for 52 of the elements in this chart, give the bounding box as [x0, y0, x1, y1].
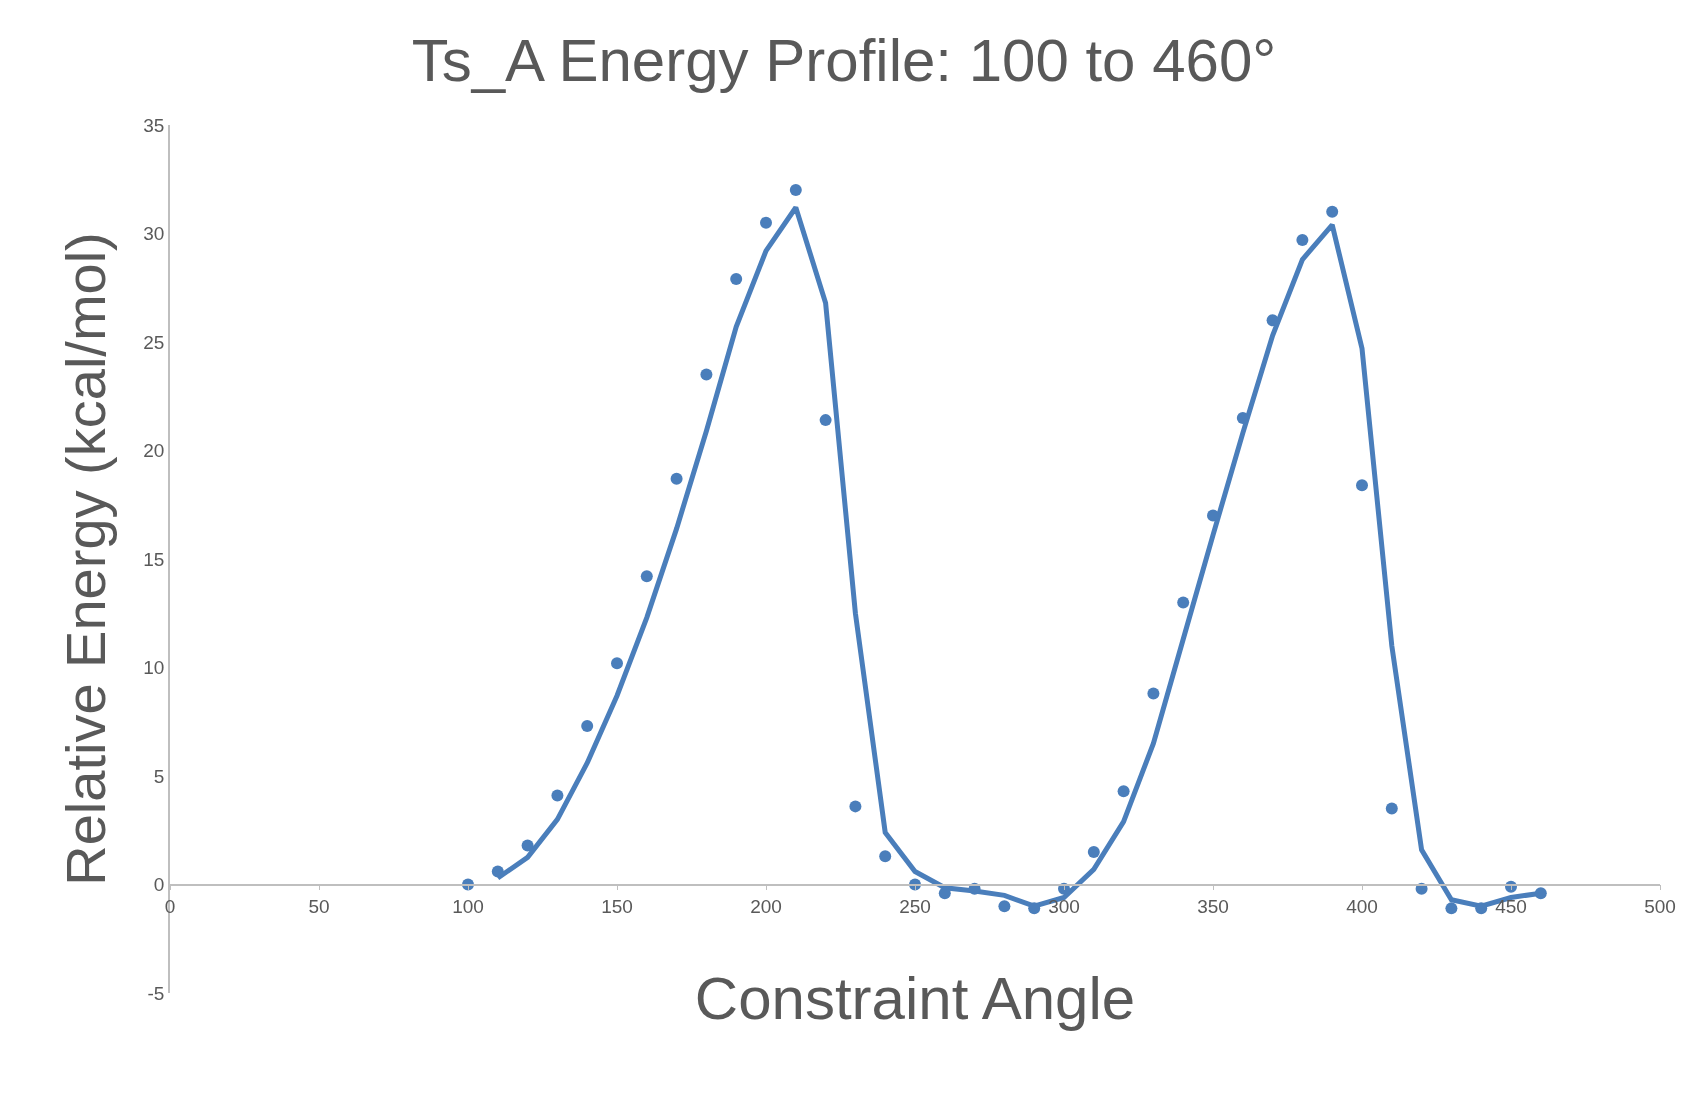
y-tick-label: 5: [153, 765, 165, 787]
y-tick-label: -5: [147, 982, 165, 1004]
y-tick-label: 30: [143, 223, 165, 245]
point: [611, 657, 623, 670]
point: [1147, 687, 1160, 700]
point: [1356, 479, 1368, 492]
point: [1087, 845, 1100, 858]
point: [670, 472, 683, 485]
point: [819, 414, 832, 427]
x-tick-label: 50: [308, 896, 330, 918]
point: [1177, 596, 1190, 609]
point: [1028, 902, 1041, 915]
x-tick-label: 300: [1048, 896, 1080, 918]
point: [1385, 802, 1398, 815]
x-tick-label: 100: [452, 896, 484, 918]
point: [1326, 205, 1339, 218]
y-tick-label: 35: [143, 114, 165, 136]
point: [700, 368, 713, 381]
point: [491, 865, 504, 878]
point: [730, 273, 743, 286]
y-tick-label: 20: [143, 440, 165, 462]
x-tick-label: 150: [601, 896, 633, 918]
y-tick-label: 15: [143, 548, 165, 570]
point: [789, 184, 802, 197]
y-tick-label: 25: [143, 331, 165, 353]
point: [1266, 314, 1279, 327]
chart-title: Ts_A Energy Profile: 100 to 460°: [411, 26, 1277, 94]
point: [879, 850, 892, 863]
x-tick-label: 200: [750, 896, 782, 918]
x-tick-label: 500: [1644, 896, 1676, 918]
point: [551, 789, 564, 802]
point: [640, 570, 653, 583]
point: [1296, 234, 1309, 246]
x-tick-label: 450: [1495, 896, 1527, 918]
x-tick-label: 350: [1197, 896, 1229, 918]
y-tick-label: 0: [153, 874, 165, 896]
x-tick-label: 250: [899, 896, 931, 918]
point: [760, 216, 772, 229]
point: [1475, 902, 1488, 915]
x-axis-title: Constraint Angle: [694, 965, 1136, 1033]
x-tick-label: 400: [1346, 896, 1378, 918]
point: [1117, 785, 1130, 798]
point: [521, 839, 534, 852]
point: [1207, 509, 1219, 522]
point: [1445, 902, 1458, 915]
point: [998, 900, 1011, 913]
y-tick-label: 10: [143, 657, 165, 679]
point: [581, 720, 594, 733]
y-axis-title: Relative Energy (kcal/mol): [53, 232, 117, 886]
point: [938, 887, 951, 900]
point: [849, 800, 862, 813]
point: [1534, 887, 1547, 900]
